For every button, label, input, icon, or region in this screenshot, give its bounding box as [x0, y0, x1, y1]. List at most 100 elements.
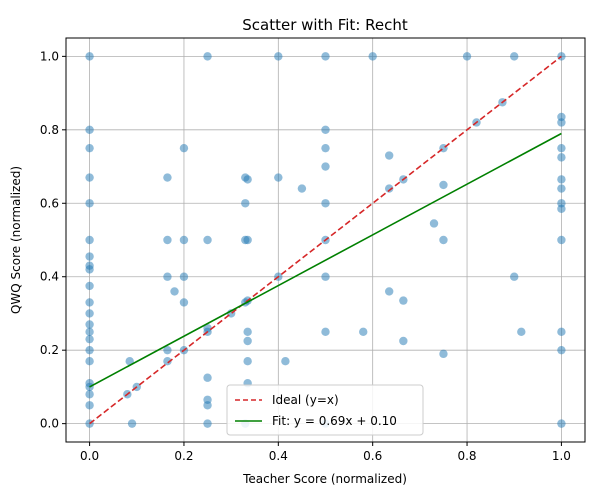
- x-tick-label: 1.0: [552, 449, 571, 463]
- data-point: [203, 373, 212, 382]
- y-tick-label: 0.8: [40, 123, 59, 137]
- data-point: [203, 52, 212, 61]
- data-point: [399, 336, 408, 346]
- data-point: [243, 175, 252, 184]
- data-point: [203, 235, 212, 245]
- x-tick-label: 0.4: [269, 449, 288, 463]
- data-point: [321, 199, 330, 208]
- data-point: [85, 235, 94, 245]
- data-point: [203, 419, 212, 428]
- data-point: [163, 173, 172, 182]
- data-point: [557, 235, 566, 245]
- data-point: [85, 252, 94, 261]
- data-point: [179, 143, 189, 153]
- ideal-line: [89, 55, 562, 425]
- data-point: [439, 235, 448, 245]
- y-tick-label: 0.4: [40, 270, 59, 284]
- data-point: [243, 357, 252, 366]
- x-axis-ticks: 0.0 0.2 0.4 0.6 0.8 1.0: [80, 442, 571, 463]
- data-point: [243, 327, 252, 337]
- data-point: [321, 143, 330, 153]
- legend-ideal-label: Ideal (y=x): [272, 393, 339, 407]
- data-point: [297, 184, 307, 193]
- data-point: [163, 345, 172, 355]
- legend-fit-label: Fit: y = 0.69x + 0.10: [272, 414, 397, 428]
- y-axis-ticks: 0.0 0.2 0.4 0.6 0.8 1.0: [40, 49, 66, 431]
- data-points: [85, 52, 566, 428]
- data-point: [557, 199, 566, 208]
- data-point: [510, 272, 519, 281]
- data-point: [125, 357, 134, 366]
- data-point: [85, 173, 94, 182]
- data-point: [321, 52, 330, 61]
- data-point: [557, 153, 566, 162]
- data-point: [439, 349, 448, 359]
- data-point: [85, 261, 94, 270]
- data-point: [462, 52, 472, 61]
- data-point: [321, 327, 330, 337]
- data-point: [85, 298, 94, 307]
- data-point: [274, 52, 283, 61]
- data-point: [510, 52, 519, 61]
- reference-lines: [89, 55, 562, 425]
- y-axis-title: QWQ Score (normalized): [9, 166, 23, 314]
- data-point: [557, 175, 566, 184]
- data-point: [557, 112, 566, 122]
- x-axis-title: Teacher Score (normalized): [242, 472, 407, 486]
- data-point: [203, 395, 212, 404]
- data-point: [85, 52, 94, 61]
- data-point: [85, 320, 94, 329]
- data-point: [179, 272, 189, 281]
- data-point: [85, 309, 94, 318]
- data-point: [557, 419, 566, 428]
- fit-line: [89, 132, 562, 388]
- data-point: [429, 219, 439, 228]
- data-point: [241, 199, 250, 208]
- chart-title: Scatter with Fit: Recht: [242, 16, 408, 34]
- data-point: [170, 287, 179, 296]
- data-point: [281, 357, 290, 366]
- data-point: [85, 327, 94, 337]
- plot-frame: [65, 37, 586, 443]
- data-point: [321, 272, 330, 281]
- data-point: [85, 199, 94, 208]
- legend: Ideal (y=x) Fit: y = 0.69x + 0.10: [226, 384, 424, 436]
- data-point: [179, 298, 189, 307]
- data-point: [557, 345, 566, 355]
- x-tick-label: 0.8: [457, 449, 476, 463]
- data-point: [85, 125, 94, 135]
- data-point: [163, 235, 172, 245]
- data-point: [321, 162, 330, 171]
- y-tick-label: 1.0: [40, 49, 59, 63]
- data-point: [85, 345, 94, 355]
- x-tick-label: 0.0: [80, 449, 99, 463]
- data-point: [85, 143, 94, 153]
- data-point: [85, 357, 94, 366]
- data-point: [127, 419, 137, 428]
- data-point: [163, 357, 172, 366]
- data-point: [85, 281, 94, 291]
- data-point: [557, 327, 566, 337]
- data-point: [85, 390, 94, 399]
- data-point: [439, 180, 448, 190]
- data-point: [274, 173, 283, 182]
- data-point: [243, 336, 252, 346]
- data-point: [384, 184, 394, 193]
- y-tick-label: 0.0: [40, 417, 59, 431]
- x-tick-label: 0.2: [174, 449, 193, 463]
- data-point: [85, 334, 94, 344]
- data-point: [359, 327, 368, 337]
- data-point: [243, 235, 252, 245]
- data-point: [384, 287, 394, 296]
- data-point: [85, 401, 94, 410]
- data-point: [384, 151, 394, 160]
- data-point: [179, 235, 189, 245]
- y-tick-label: 0.6: [40, 196, 59, 210]
- x-tick-label: 0.6: [363, 449, 382, 463]
- data-point: [399, 296, 408, 305]
- data-point: [557, 143, 566, 153]
- y-tick-label: 0.2: [40, 343, 59, 357]
- data-point: [163, 272, 172, 281]
- data-point: [368, 52, 377, 61]
